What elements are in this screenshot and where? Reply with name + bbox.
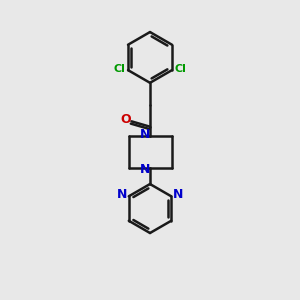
Text: Cl: Cl bbox=[114, 64, 126, 74]
Text: Cl: Cl bbox=[174, 64, 186, 74]
Text: N: N bbox=[172, 188, 183, 201]
Text: N: N bbox=[140, 163, 150, 176]
Text: O: O bbox=[121, 113, 131, 126]
Text: N: N bbox=[117, 188, 128, 201]
Text: N: N bbox=[140, 128, 150, 141]
